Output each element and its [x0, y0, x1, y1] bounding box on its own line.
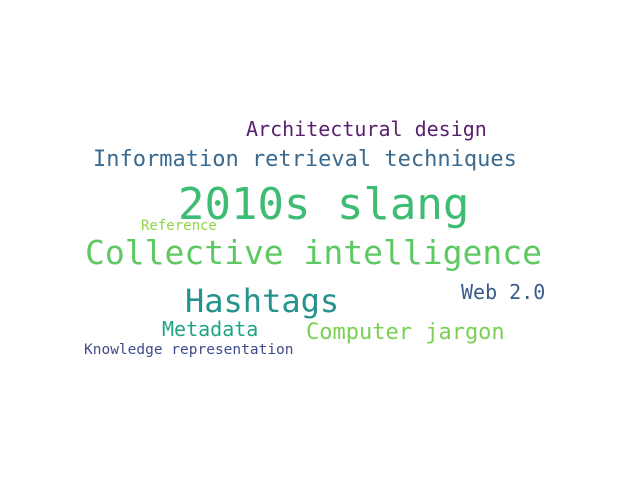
- word-metadata: Metadata: [162, 317, 259, 341]
- word-web-2-0: Web 2.0: [461, 280, 546, 304]
- word-computer-jargon: Computer jargon: [306, 320, 505, 345]
- word-information-retrieval-techniques: Information retrieval techniques: [93, 147, 517, 172]
- word-architectural-design: Architectural design: [246, 117, 487, 141]
- word-collective-intelligence: Collective intelligence: [85, 233, 542, 272]
- word-reference: Reference: [141, 218, 217, 234]
- word-knowledge-representation: Knowledge representation: [84, 342, 294, 358]
- word-2010s-slang: 2010s slang: [178, 179, 470, 230]
- word-hashtags: Hashtags: [185, 282, 340, 320]
